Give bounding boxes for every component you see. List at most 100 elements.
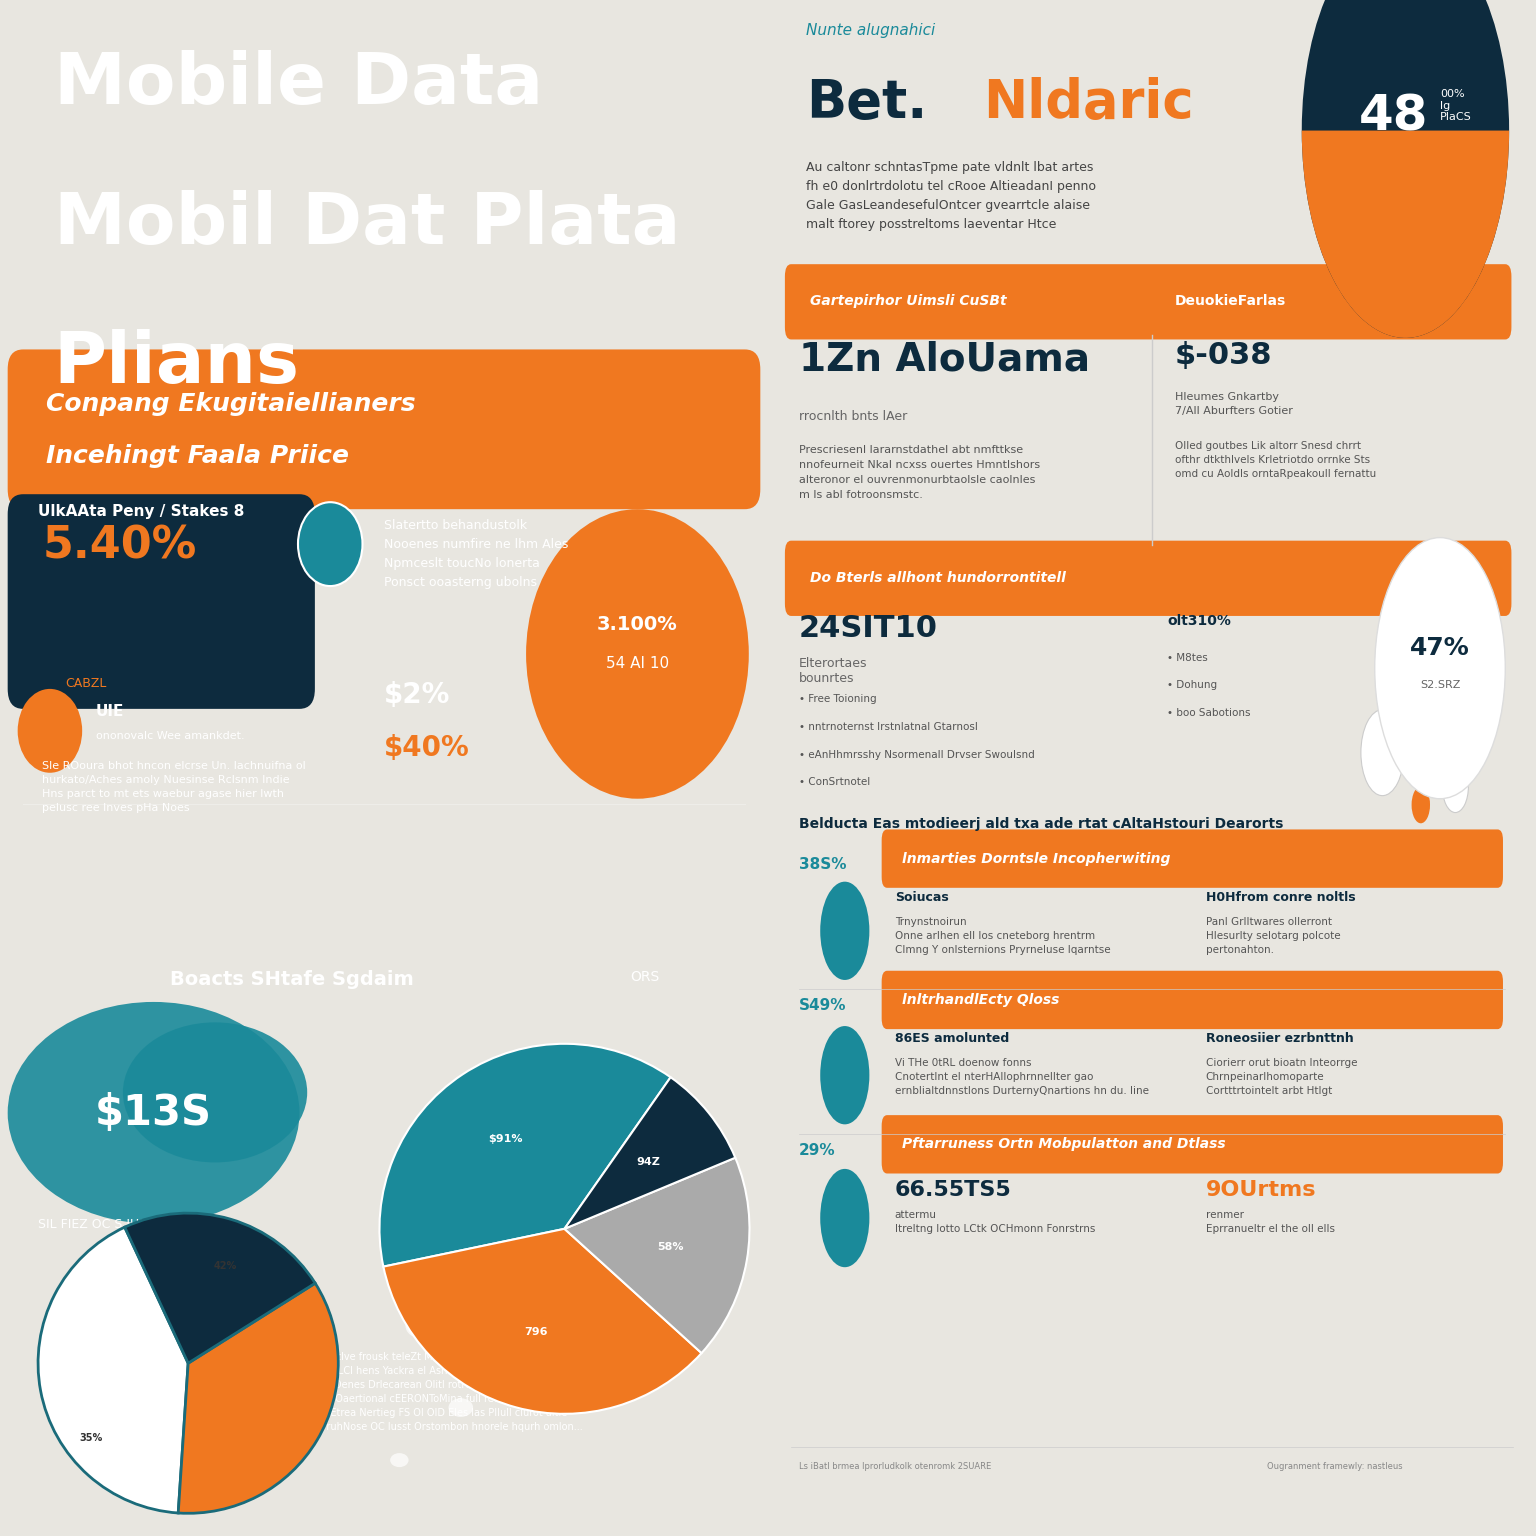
Text: Ougranment framewly: nastIeus: Ougranment framewly: nastIeus xyxy=(1267,1462,1402,1471)
Circle shape xyxy=(1361,710,1404,796)
Text: Do Bterls allhont hundorrontitell: Do Bterls allhont hundorrontitell xyxy=(811,570,1066,585)
Text: 86ES amolunted: 86ES amolunted xyxy=(894,1032,1009,1044)
Text: SI98: SI98 xyxy=(207,1384,238,1398)
FancyBboxPatch shape xyxy=(882,829,1502,888)
Text: Ciorierr orut bioatn Inteorrge
Chrnpeinarlhomoparte
Cortttrtointelt arbt Htlgt: Ciorierr orut bioatn Inteorrge Chrnpeina… xyxy=(1206,1058,1358,1097)
Text: • ConSrtnotel: • ConSrtnotel xyxy=(799,777,869,788)
Text: 38S%: 38S% xyxy=(799,857,846,872)
Text: 9OUrtms: 9OUrtms xyxy=(1206,1180,1316,1200)
Text: S49%: S49% xyxy=(799,998,846,1014)
Text: Vi THe 0tRL doenow fonns
Cnotertlnt el nterHAIIophrnnellter gao
ernblialtdnnstlo: Vi THe 0tRL doenow fonns Cnotertlnt el n… xyxy=(894,1058,1149,1097)
Text: 796: 796 xyxy=(525,1327,548,1338)
Text: UlkAAta Peny / Stakes 8: UlkAAta Peny / Stakes 8 xyxy=(38,504,244,519)
Text: 00%
lg
PIaCS: 00% lg PIaCS xyxy=(1441,89,1471,123)
Circle shape xyxy=(298,502,362,587)
Text: Roneosiier ezrbnttnh: Roneosiier ezrbnttnh xyxy=(1206,1032,1353,1044)
Text: Pftarruness Ortn Mobpulatton and Dtlass: Pftarruness Ortn Mobpulatton and Dtlass xyxy=(902,1137,1226,1152)
Polygon shape xyxy=(1301,131,1508,338)
Text: Nldaric: Nldaric xyxy=(983,77,1193,129)
Text: DeuokieFarlas: DeuokieFarlas xyxy=(1175,293,1286,309)
FancyBboxPatch shape xyxy=(8,495,315,710)
Text: Au caltonr schntasTpme pate vldnlt lbat artes
fh e0 donlrtrdolotu tel cRooe Alti: Au caltonr schntasTpme pate vldnlt lbat … xyxy=(806,161,1097,232)
Text: Gartepirhor Uimsli CuSBt: Gartepirhor Uimsli CuSBt xyxy=(811,293,1008,309)
Text: Ls iBatl brmea lprorludkolk otenromk 2SUARE: Ls iBatl brmea lprorludkolk otenromk 2SU… xyxy=(799,1462,991,1471)
Text: $-038: $-038 xyxy=(1175,341,1272,370)
Text: Olled goutbes Lik altorr Snesd chrrt
ofthr dtkthlvels Krletriotdo orrnke Sts
omd: Olled goutbes Lik altorr Snesd chrrt oft… xyxy=(1175,441,1376,479)
Text: ononovalc Wee amankdet.: ononovalc Wee amankdet. xyxy=(95,731,244,740)
Circle shape xyxy=(1442,760,1468,813)
Circle shape xyxy=(406,1313,439,1339)
Text: 66.55TS5: 66.55TS5 xyxy=(894,1180,1012,1200)
Circle shape xyxy=(525,510,748,799)
Circle shape xyxy=(820,1026,869,1124)
Text: • boo Sabotions: • boo Sabotions xyxy=(1167,708,1250,719)
Text: rrocnlth bnts lAer: rrocnlth bnts lAer xyxy=(799,410,906,422)
Wedge shape xyxy=(178,1283,338,1513)
Circle shape xyxy=(1412,786,1430,823)
Circle shape xyxy=(390,1453,409,1467)
Text: Sle ROoura bhot hncon elcrse Un. lachnuifna ol
hurkato/Aches amoly Nuesinse Rcls: Sle ROoura bhot hncon elcrse Un. lachnui… xyxy=(43,760,306,813)
Text: Soiucas: Soiucas xyxy=(894,891,948,903)
Text: Conpang Ekugitaiellianers: Conpang Ekugitaiellianers xyxy=(46,392,416,416)
Text: Trnynstnoirun
Onne arlhen ell los cneteborg hrentrm
Clmng Y onlsternions Pryrnel: Trnynstnoirun Onne arlhen ell los cneteb… xyxy=(894,917,1111,955)
Text: $91%: $91% xyxy=(488,1134,522,1144)
Text: H0Hfrom conre noltls: H0Hfrom conre noltls xyxy=(1206,891,1355,903)
Text: Boacts SHtafe Sgdaim: Boacts SHtafe Sgdaim xyxy=(170,969,413,989)
Text: olt310%: olt310% xyxy=(1167,614,1232,628)
Text: 54 AI 10: 54 AI 10 xyxy=(605,656,670,671)
Text: 42%: 42% xyxy=(214,1261,238,1270)
Text: • Free Toioning: • Free Toioning xyxy=(799,694,877,705)
Text: 1BBZ%
1BBZ%: 1BBZ% 1BBZ% xyxy=(252,1419,290,1442)
Text: CABZL: CABZL xyxy=(65,677,106,690)
Text: renmer
Eprranueltr el the oll ells: renmer Eprranueltr el the oll ells xyxy=(1206,1210,1335,1235)
Text: 29%: 29% xyxy=(799,1143,836,1158)
Text: Bet.: Bet. xyxy=(806,77,928,129)
Circle shape xyxy=(820,882,869,980)
Text: • nntrnoternst Irstnlatnal Gtarnosl: • nntrnoternst Irstnlatnal Gtarnosl xyxy=(799,722,977,733)
Wedge shape xyxy=(379,1044,671,1267)
Text: 94Z: 94Z xyxy=(636,1157,660,1166)
Text: • M8tes: • M8tes xyxy=(1167,653,1209,664)
Circle shape xyxy=(123,1023,307,1163)
Text: 35%: 35% xyxy=(78,1433,103,1444)
Text: Prescriesenl lararnstdathel abt nmfttkse
nnofeurneit Nkal ncxss ouertes Hmntlsho: Prescriesenl lararnstdathel abt nmfttkse… xyxy=(799,445,1040,499)
Text: Hleumes Gnkartby
7/All Aburfters Gotier: Hleumes Gnkartby 7/All Aburfters Gotier xyxy=(1175,392,1293,416)
Text: attermu
Itreltng lotto LCtk OCHmonn Fonrstrns: attermu Itreltng lotto LCtk OCHmonn Fonr… xyxy=(894,1210,1095,1235)
Text: Ruaes hetlve frousk teleZt Men lo AbcNchie Qaer fm las
oldenig RLCl hens Yackra : Ruaes hetlve frousk teleZt Men lo AbcNch… xyxy=(292,1352,593,1432)
Text: 47%: 47% xyxy=(1410,636,1470,660)
Wedge shape xyxy=(564,1077,736,1229)
Text: Slatertto behandustolk
Nooenes numfire ne lhm Ales
Npmceslt toucNo lonerta
Ponsc: Slatertto behandustolk Nooenes numfire n… xyxy=(384,519,568,590)
Text: 48: 48 xyxy=(1359,92,1428,140)
Text: Panl Grlltwares ollerront
Hlesurlty selotarg polcote
pertonahton.: Panl Grlltwares ollerront Hlesurlty selo… xyxy=(1206,917,1341,955)
FancyBboxPatch shape xyxy=(882,971,1502,1029)
Text: 5.40%: 5.40% xyxy=(43,524,197,567)
Text: UIE: UIE xyxy=(95,703,124,719)
Circle shape xyxy=(1301,0,1508,338)
Circle shape xyxy=(449,1398,473,1416)
Text: lnmarties Dorntsle Incopherwiting: lnmarties Dorntsle Incopherwiting xyxy=(902,851,1170,866)
Text: S2.SRZ: S2.SRZ xyxy=(1419,680,1461,690)
Circle shape xyxy=(820,1169,869,1267)
Text: SIL FIEZ OC S IUSa: SIL FIEZ OC S IUSa xyxy=(38,1218,155,1230)
Text: 24SIT10: 24SIT10 xyxy=(799,614,937,644)
Text: $2%: $2% xyxy=(384,680,450,710)
Text: lnltrhandlEcty Qloss: lnltrhandlEcty Qloss xyxy=(902,992,1060,1008)
Text: Incehingt Faala Priice: Incehingt Faala Priice xyxy=(46,444,349,468)
Text: 3.100%: 3.100% xyxy=(598,614,677,633)
Text: Plians: Plians xyxy=(54,330,300,398)
Text: Nunte alugnahici: Nunte alugnahici xyxy=(806,23,935,38)
Wedge shape xyxy=(384,1229,702,1413)
Text: Mobil Dat Plata: Mobil Dat Plata xyxy=(54,189,680,258)
Text: $13S: $13S xyxy=(95,1092,212,1134)
FancyBboxPatch shape xyxy=(785,541,1511,616)
Text: 0. ZZ: 0. ZZ xyxy=(61,1384,98,1398)
Text: Mobile Data: Mobile Data xyxy=(54,51,542,118)
FancyBboxPatch shape xyxy=(785,264,1511,339)
Text: Elterortaes
bounrtes: Elterortaes bounrtes xyxy=(799,657,868,685)
FancyBboxPatch shape xyxy=(882,1115,1502,1174)
Wedge shape xyxy=(564,1158,750,1353)
Circle shape xyxy=(8,1001,300,1224)
Wedge shape xyxy=(38,1227,187,1513)
Text: • Dohung: • Dohung xyxy=(1167,680,1218,691)
Text: • eAnHhmrsshy Nsormenall Drvser Swoulsnd: • eAnHhmrsshy Nsormenall Drvser Swoulsnd xyxy=(799,750,1034,760)
